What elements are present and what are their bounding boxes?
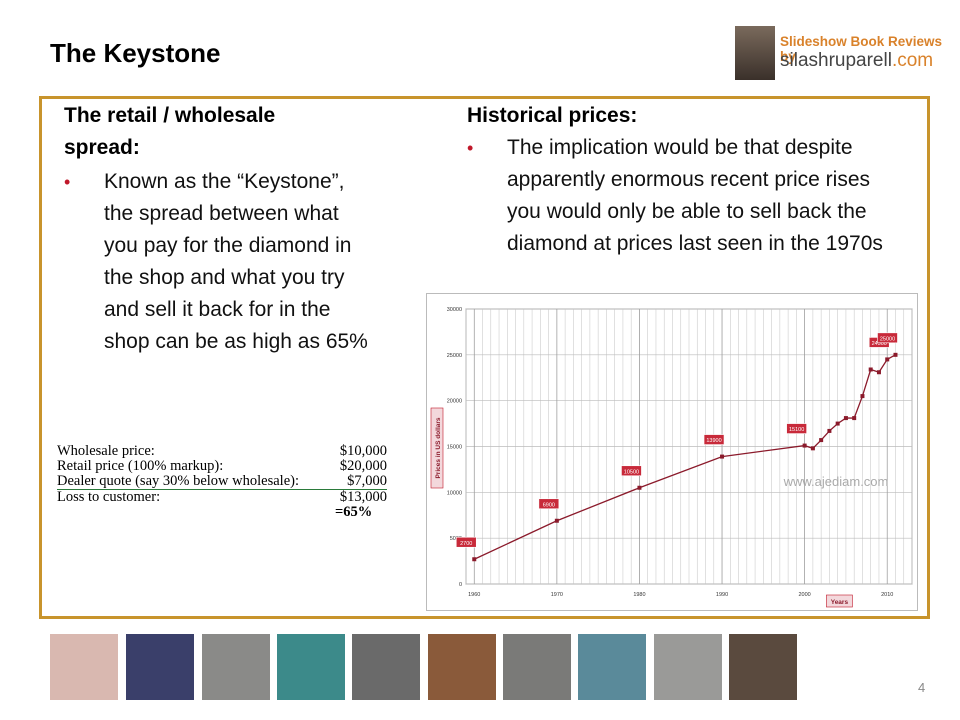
thumbnail xyxy=(428,634,496,700)
y-tick-label: 10000 xyxy=(447,490,462,496)
right-bullet: The implication would be that despite ap… xyxy=(507,136,883,255)
data-point xyxy=(860,394,865,399)
x-tick-label: 1980 xyxy=(633,592,645,598)
y-tick-label: 20000 xyxy=(447,399,462,405)
table-cell: $7,000 xyxy=(347,473,387,489)
value-label-box xyxy=(786,423,807,434)
value-label-box xyxy=(621,465,642,477)
data-point xyxy=(810,446,815,451)
left-bullet: Known as the “Keystone”, the spread betw… xyxy=(104,170,368,353)
y-tick-label: 5000 xyxy=(450,536,462,542)
thumbnail xyxy=(352,634,420,700)
thumbnail xyxy=(503,634,571,700)
thumbnail xyxy=(50,634,118,700)
data-point xyxy=(554,518,559,523)
table-cell: Wholesale price: xyxy=(57,443,155,459)
data-point xyxy=(720,454,725,459)
slide-title: The Keystone xyxy=(50,38,221,68)
value-label: 10500 xyxy=(624,469,639,475)
brand-line: Slideshow Book Reviews by xyxy=(780,34,943,64)
table-cell: Loss to customer: xyxy=(57,489,161,505)
data-point xyxy=(876,370,881,375)
bullet-dot: • xyxy=(64,172,71,192)
table-cell: Retail price (100% markup): xyxy=(57,458,224,474)
value-label: 15100 xyxy=(789,427,804,433)
data-point xyxy=(835,421,840,426)
table-row: Dealer quote (say 30% below wholesale): $… xyxy=(57,474,387,490)
table-row: Retail price (100% markup): $20,000 xyxy=(57,459,387,474)
price-chart: 0 5000 10000 15000 20000 25000 30000 1960 1970 19… xyxy=(426,293,918,611)
data-point xyxy=(893,352,898,357)
y-tick-label: 30000 xyxy=(447,307,462,313)
value-label: 25000 xyxy=(880,336,895,342)
data-point xyxy=(885,357,890,362)
table-cell xyxy=(57,505,335,520)
brand-domain: silashruparell.com xyxy=(780,50,933,72)
brand-suffix: .com xyxy=(891,50,934,71)
value-label: 2700 xyxy=(460,541,472,547)
left-heading: The retail / wholesale spread: xyxy=(64,104,276,159)
table-cell: $20,000 xyxy=(339,458,387,474)
y-tick-label: 15000 xyxy=(447,445,462,451)
table-row: Wholesale price: $10,000 xyxy=(57,444,387,459)
y-tick-label: 0 xyxy=(459,582,462,588)
brand-name: silashruparell xyxy=(780,50,892,71)
thumbnail xyxy=(654,634,722,700)
thumbnail-strip xyxy=(50,634,797,700)
axis-title-bg xyxy=(826,594,853,608)
page-number: 4 xyxy=(918,680,926,695)
data-point xyxy=(819,438,824,443)
x-axis-title-box: Years xyxy=(826,594,853,608)
table-row: Loss to customer: $13,000 xyxy=(57,490,387,506)
data-point xyxy=(637,485,642,490)
value-label: 13900 xyxy=(706,438,721,444)
right-heading: Historical prices: xyxy=(467,104,638,127)
spread-table: Wholesale price: $10,000 Retail price (10… xyxy=(57,444,387,520)
x-tick-label: 2010 xyxy=(881,592,893,598)
price-line xyxy=(473,354,896,560)
table-total: =65% xyxy=(335,504,373,520)
data-point xyxy=(827,428,832,433)
x-tick-label: 1970 xyxy=(551,592,563,598)
bullet-dot: • xyxy=(467,138,474,158)
table-cell: $10,000 xyxy=(339,443,387,459)
y-axis-title: Prices in US dollars xyxy=(435,417,442,478)
thumbnail xyxy=(277,634,345,700)
content-frame xyxy=(39,96,930,619)
y-tick-label: 25000 xyxy=(447,353,462,359)
thumbnail xyxy=(578,634,646,700)
data-point xyxy=(802,443,807,448)
x-tick-label: 2000 xyxy=(799,592,811,598)
x-tick-label: 1960 xyxy=(468,592,480,598)
author-photo xyxy=(735,26,775,80)
x-axis-title: Years xyxy=(831,599,849,606)
axis-title-bg xyxy=(430,407,444,489)
thumbnail xyxy=(729,634,797,700)
data-point xyxy=(868,367,873,372)
thumbnail xyxy=(202,634,270,700)
value-label: 6900 xyxy=(543,502,555,508)
value-label: 24500 xyxy=(872,341,887,347)
table-cell: Dealer quote (say 30% below wholesale): xyxy=(57,473,299,489)
value-label-box xyxy=(538,498,560,510)
thumbnail xyxy=(126,634,194,700)
table-row: =65% xyxy=(57,505,387,520)
table-cell: $13,000 xyxy=(339,489,387,505)
value-label-box xyxy=(703,434,725,445)
data-point xyxy=(852,416,857,421)
value-label-box xyxy=(455,536,477,548)
watermark: www.ajediam.com xyxy=(783,474,889,489)
data-point xyxy=(843,416,848,421)
value-label-box xyxy=(877,332,898,344)
x-tick-label: 1990 xyxy=(716,592,728,598)
data-point xyxy=(472,557,477,562)
